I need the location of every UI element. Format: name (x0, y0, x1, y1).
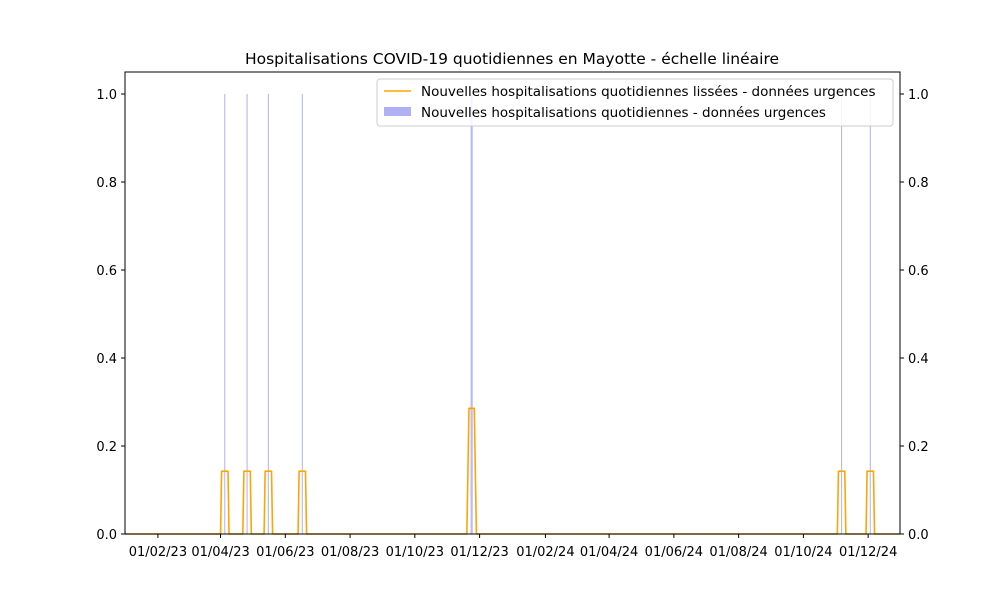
bars-layer (224, 94, 871, 534)
y-tick-label-right: 0.4 (908, 352, 929, 367)
x-tick-label: 01/02/24 (516, 545, 574, 560)
y-tick-label-right: 0.0 (908, 528, 929, 543)
y-tick-label-left: 0.0 (96, 528, 117, 543)
bar-daily (246, 94, 248, 534)
y-tick-label-left: 0.4 (96, 352, 117, 367)
legend-box (376, 78, 894, 127)
x-tick-label: 01/08/23 (321, 545, 379, 560)
x-tick-label: 01/04/24 (580, 545, 638, 560)
x-tick-label: 01/10/24 (774, 545, 832, 560)
bar-daily (470, 94, 472, 534)
y-axis-left: 0.0 0.2 0.4 0.6 0.8 1.0 (96, 88, 125, 543)
bar-daily (869, 94, 871, 534)
x-tick-label: 01/06/23 (256, 545, 314, 560)
y-tick-label-right: 0.2 (908, 440, 929, 455)
x-tick-label: 01/08/24 (709, 545, 767, 560)
x-axis: 01/02/23 01/04/23 01/06/23 01/08/23 01/10/23… (129, 534, 897, 560)
x-tick-label: 01/06/24 (645, 545, 703, 560)
y-tick-label-left: 0.2 (96, 440, 117, 455)
x-tick-label: 01/10/23 (386, 545, 444, 560)
legend: Nouvelles hospitalisations quotidiennes … (376, 78, 894, 127)
y-tick-label-right: 1.0 (908, 88, 929, 103)
x-tick-label: 01/04/23 (191, 545, 249, 560)
y-tick-label-left: 0.8 (96, 176, 117, 191)
y-axis-right: 0.0 0.2 0.4 0.6 0.8 1.0 (900, 88, 929, 543)
y-tick-label-right: 0.6 (908, 264, 929, 279)
x-tick-label: 01/12/23 (450, 545, 508, 560)
smoothed-line (125, 407, 900, 535)
bar-daily (224, 94, 226, 534)
x-tick-label: 01/12/24 (839, 545, 897, 560)
legend-bar-swatch (384, 107, 411, 116)
bar-daily (267, 94, 269, 534)
y-tick-label-right: 0.8 (908, 176, 929, 191)
chart-title: Hospitalisations COVID-19 quotidiennes e… (245, 50, 779, 68)
y-tick-label-left: 0.6 (96, 264, 117, 279)
bar-daily (841, 94, 843, 534)
plot-frame (124, 71, 901, 535)
x-tick-label: 01/02/23 (129, 545, 187, 560)
legend-label-daily: Nouvelles hospitalisations quotidiennes … (421, 105, 826, 121)
y-tick-label-left: 1.0 (96, 88, 117, 103)
bar-daily (471, 94, 473, 534)
legend-label-smoothed: Nouvelles hospitalisations quotidiennes … (421, 84, 875, 100)
bar-daily (301, 94, 303, 534)
line-layer (125, 407, 900, 535)
